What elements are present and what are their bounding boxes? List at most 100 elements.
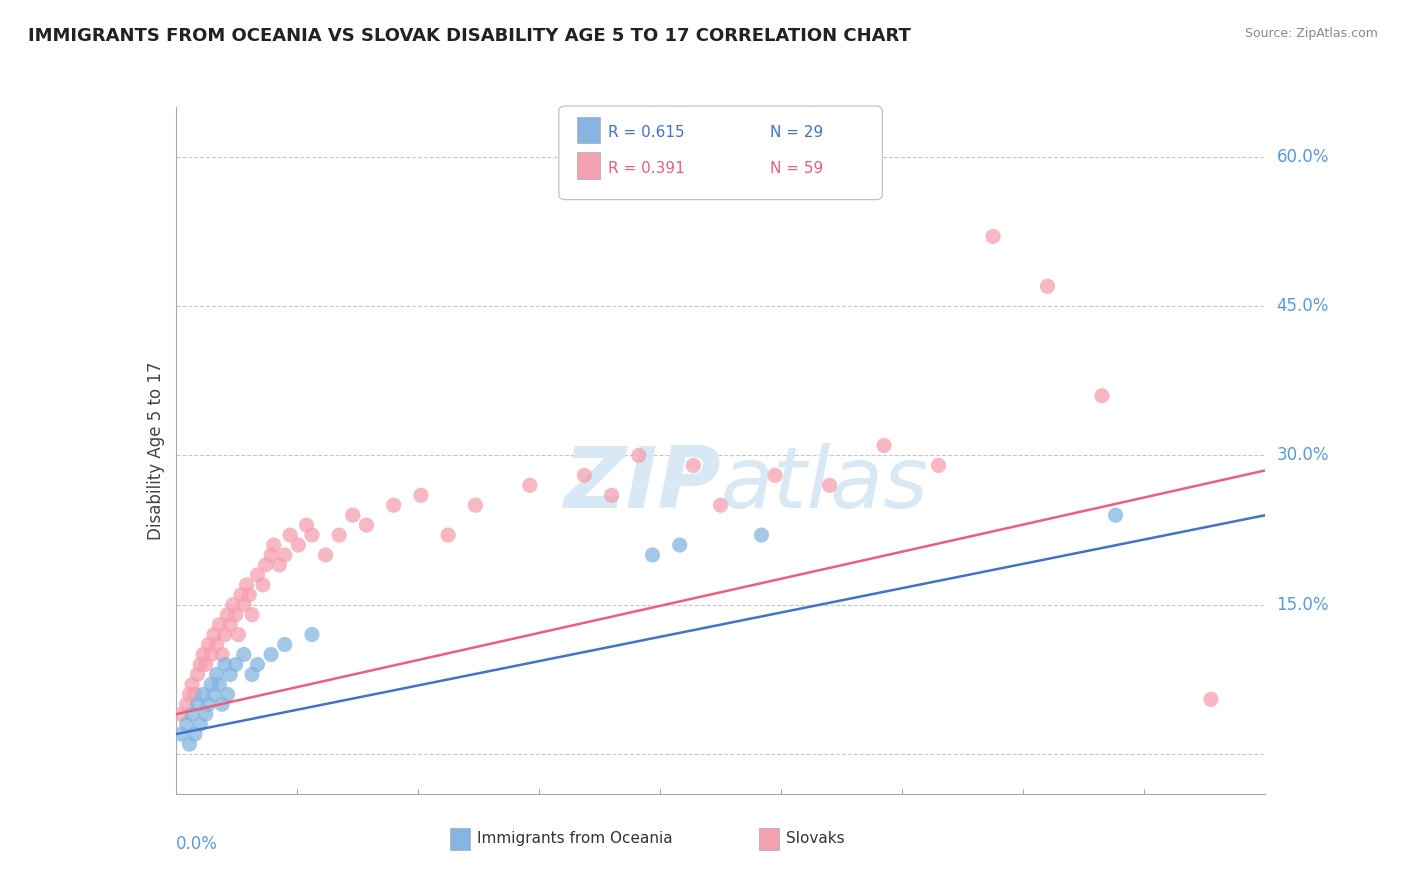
Point [208,617,231,632]
Text: Source: ZipAtlas.com: Source: ZipAtlas.com [1244,27,1378,40]
Point [464,498,486,512]
Point [246,657,269,672]
Point [179,737,201,751]
Point [186,667,209,681]
Point [170,707,193,722]
Point [179,687,201,701]
Point [200,677,222,691]
Point [240,607,263,622]
Point [188,657,211,672]
Point [260,548,283,562]
Point [208,677,231,691]
Point [197,698,219,712]
Point [600,488,623,502]
Point [315,548,337,562]
Point [181,677,204,691]
Point [763,468,786,483]
Text: R = 0.391: R = 0.391 [609,161,685,176]
Point [214,657,236,672]
Point [219,617,242,632]
Point [254,558,277,572]
Text: Slovaks: Slovaks [786,831,845,846]
Point [191,648,214,662]
Point [238,588,260,602]
Text: 30.0%: 30.0% [1277,446,1329,465]
Point [205,667,228,681]
Point [197,638,219,652]
Point [1199,692,1222,706]
Point [181,707,204,722]
Point [382,498,405,512]
Point [214,627,236,641]
Text: 15.0%: 15.0% [1277,596,1329,614]
Point [928,458,950,473]
Point [232,648,254,662]
Point [1091,389,1114,403]
Text: ZIP: ZIP [562,443,721,526]
Point [356,518,378,533]
Point [519,478,541,492]
Text: N = 59: N = 59 [770,161,823,176]
Text: Immigrants from Oceania: Immigrants from Oceania [477,831,672,846]
Point [219,667,242,681]
Point [287,538,309,552]
Text: R = 0.615: R = 0.615 [609,125,685,140]
Point [437,528,460,542]
Point [710,498,733,512]
Point [409,488,432,502]
Point [211,648,233,662]
Point [818,478,841,492]
Point [342,508,364,523]
Point [252,578,274,592]
Point [188,717,211,731]
Text: 45.0%: 45.0% [1277,297,1329,315]
Point [260,648,283,662]
Point [176,717,198,731]
Point [205,638,228,652]
Point [225,657,247,672]
Point [217,687,239,701]
Point [202,627,225,641]
Point [194,707,217,722]
Point [1104,508,1126,523]
Point [574,468,596,483]
Point [232,598,254,612]
Point [231,588,253,602]
Point [981,229,1004,244]
Point [184,727,207,741]
Text: 60.0%: 60.0% [1277,148,1329,166]
Point [211,698,233,712]
Point [225,607,247,622]
Point [202,687,225,701]
Point [873,438,896,452]
Point [1036,279,1059,293]
Point [295,518,318,533]
Point [184,687,207,701]
Point [263,538,285,552]
Point [328,528,350,542]
Point [191,687,214,701]
Point [240,667,263,681]
Point [176,698,198,712]
Point [235,578,257,592]
Text: atlas: atlas [721,443,928,526]
Point [274,548,297,562]
Point [301,528,323,542]
Point [246,567,269,582]
Point [301,627,323,641]
Point [682,458,704,473]
Text: IMMIGRANTS FROM OCEANIA VS SLOVAK DISABILITY AGE 5 TO 17 CORRELATION CHART: IMMIGRANTS FROM OCEANIA VS SLOVAK DISABI… [28,27,911,45]
Text: 0.0%: 0.0% [176,835,218,853]
Text: N = 29: N = 29 [770,125,823,140]
Point [278,528,301,542]
Point [274,638,297,652]
Point [200,648,222,662]
Point [668,538,690,552]
Point [217,607,239,622]
Point [627,449,650,463]
Point [194,657,217,672]
Point [228,627,250,641]
Point [641,548,664,562]
Y-axis label: Disability Age 5 to 17: Disability Age 5 to 17 [146,361,165,540]
Point [751,528,773,542]
